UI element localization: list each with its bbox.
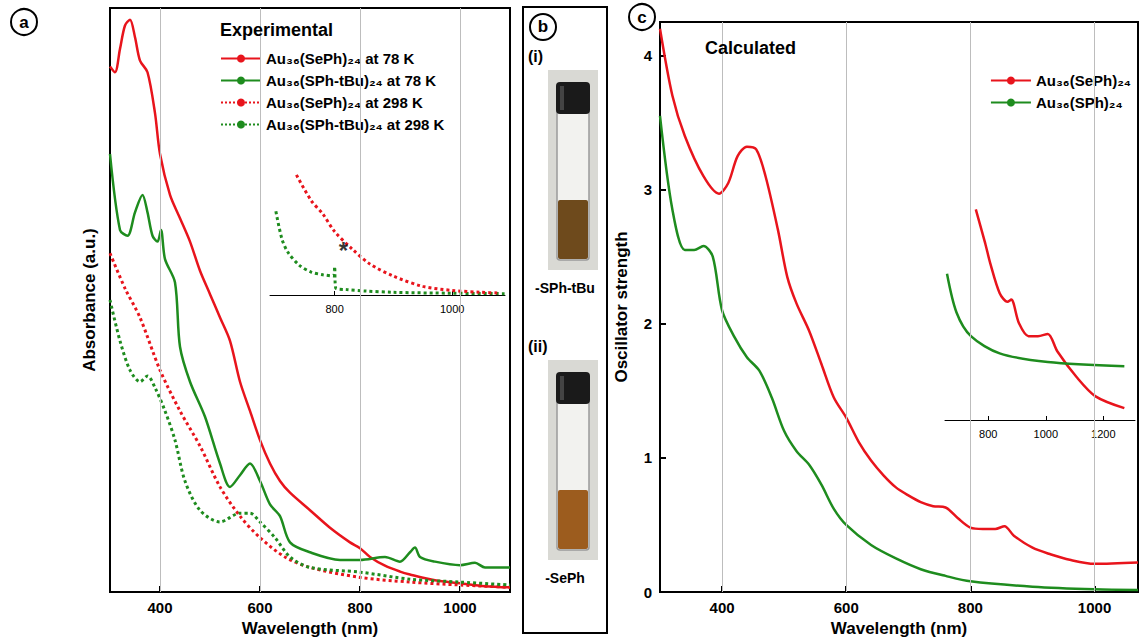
svg-text:Wavelength (nm): Wavelength (nm) <box>242 619 378 638</box>
svg-text:600: 600 <box>834 599 859 616</box>
svg-text:Au₃₆(SePh)₂₄ at 78 K: Au₃₆(SePh)₂₄ at 78 K <box>266 50 415 67</box>
svg-text:800: 800 <box>325 303 343 315</box>
svg-text:Calculated: Calculated <box>705 38 796 58</box>
html-text:(ii): (ii) <box>528 338 548 355</box>
svg-text:Oscillator strength: Oscillator strength <box>612 231 631 382</box>
svg-text:2: 2 <box>644 315 652 332</box>
svg-text:800: 800 <box>347 599 372 616</box>
svg-text:800: 800 <box>958 599 983 616</box>
svg-text:3: 3 <box>644 181 652 198</box>
svg-text:400: 400 <box>147 599 172 616</box>
svg-text:400: 400 <box>710 599 735 616</box>
svg-text:Au₃₆(SPh-tBu)₂₄ at 78 K: Au₃₆(SPh-tBu)₂₄ at 78 K <box>266 72 436 89</box>
html-text:-SPh-tBu: -SPh-tBu <box>535 280 595 296</box>
svg-text:1000: 1000 <box>443 599 476 616</box>
svg-text:c: c <box>637 8 646 27</box>
svg-text:1: 1 <box>644 449 652 466</box>
svg-text:1000: 1000 <box>1078 599 1111 616</box>
svg-text:*: * <box>339 237 349 264</box>
svg-text:600: 600 <box>247 599 272 616</box>
html-text:(i): (i) <box>528 48 544 65</box>
svg-text:Au₃₆(SPh-tBu)₂₄ at 298 K: Au₃₆(SPh-tBu)₂₄ at 298 K <box>266 116 445 133</box>
svg-text:a: a <box>19 13 29 32</box>
svg-text:1000: 1000 <box>439 302 465 315</box>
svg-text:Absorbance (a.u.): Absorbance (a.u.) <box>80 228 99 372</box>
svg-text:Au₃₆(SePh)₂₄: Au₃₆(SePh)₂₄ <box>1036 72 1131 89</box>
html-text:-SePh: -SePh <box>545 570 585 586</box>
svg-text:1000: 1000 <box>1034 428 1058 440</box>
svg-text:1200: 1200 <box>1091 427 1116 440</box>
svg-text:Experimental: Experimental <box>220 20 333 40</box>
svg-text:Au₃₆(SPh)₂₄: Au₃₆(SPh)₂₄ <box>1036 94 1123 111</box>
html-text:b: b <box>537 17 549 36</box>
svg-text:Au₃₆(SePh)₂₄ at 298 K: Au₃₆(SePh)₂₄ at 298 K <box>266 94 423 111</box>
svg-text:4: 4 <box>644 47 653 64</box>
svg-text:800: 800 <box>979 428 997 440</box>
svg-text:0: 0 <box>644 584 652 601</box>
svg-text:Wavelength (nm): Wavelength (nm) <box>831 619 967 638</box>
